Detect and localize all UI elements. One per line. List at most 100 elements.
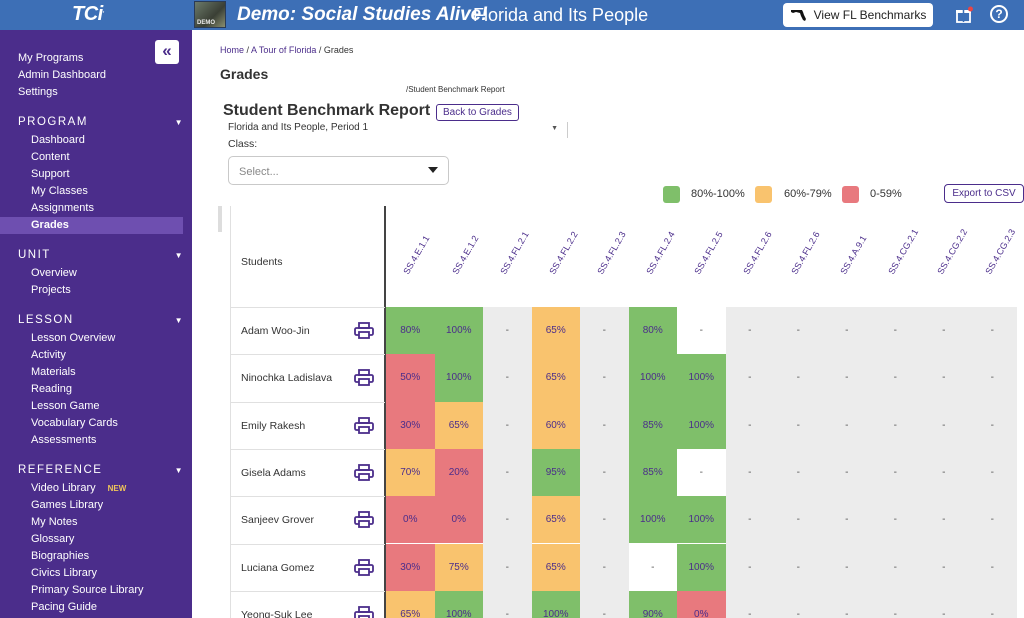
print-icon[interactable] <box>354 511 374 529</box>
student-name: Yeong-Suk Lee <box>241 608 313 618</box>
sidebar-item-materials[interactable]: Materials <box>31 366 76 378</box>
benchmark-column-header[interactable]: SS.4.FL.2.3 <box>595 229 628 276</box>
print-icon[interactable] <box>354 605 374 618</box>
section-unit-header[interactable]: UNIT ▼ <box>18 249 184 261</box>
collapse-sidebar-button[interactable]: « <box>155 40 179 64</box>
score-cell: - <box>580 401 629 449</box>
florida-map-icon <box>790 10 806 21</box>
settings-link[interactable]: Settings <box>18 86 58 98</box>
student-name: Emily Rakesh <box>241 419 306 432</box>
score-cell: - <box>725 448 774 497</box>
view-benchmarks-button[interactable]: View FL Benchmarks <box>783 3 933 27</box>
sidebar-item-lesson-game[interactable]: Lesson Game <box>31 400 100 412</box>
benchmark-column-header[interactable]: SS.4.E.1.1 <box>401 233 432 276</box>
score-cell: - <box>725 543 774 591</box>
student-name: Ninochka Ladislava <box>241 372 333 385</box>
sidebar-item-civics-library[interactable]: Civics Library <box>31 567 98 579</box>
print-icon[interactable] <box>354 463 374 481</box>
students-column-header: Students <box>241 256 283 268</box>
section-reference-header[interactable]: REFERENCE ▼ <box>18 464 184 476</box>
sidebar-item-my-notes[interactable]: My Notes <box>31 516 78 528</box>
sidebar-item-content[interactable]: Content <box>31 151 70 163</box>
export-csv-button[interactable]: Export to CSV <box>944 184 1024 203</box>
score-cell: 20% <box>434 448 483 497</box>
print-icon[interactable] <box>354 322 374 339</box>
score-cell: 100% <box>434 307 483 355</box>
score-cell: 50% <box>386 354 435 402</box>
gift-icon[interactable] <box>955 6 974 23</box>
section-program-header[interactable]: PROGRAM ▼ <box>18 116 184 128</box>
my-programs-link[interactable]: My Programs <box>18 52 84 64</box>
score-cell: 80% <box>628 307 677 355</box>
benchmark-column-header[interactable]: SS.4.A.9.1 <box>837 233 869 276</box>
benchmark-column-header[interactable]: SS.4.FL.2.2 <box>546 229 580 276</box>
sidebar-item-my-classes[interactable]: My Classes <box>31 185 88 197</box>
sidebar-item-projects[interactable]: Projects <box>31 284 71 296</box>
sidebar-item-pacing-guide[interactable]: Pacing Guide <box>31 601 98 613</box>
score-cell: 100% <box>434 354 483 402</box>
sidebar-item-grades[interactable]: Grades <box>0 217 183 234</box>
new-badge: NEW <box>107 484 127 493</box>
tci-logo[interactable]: TCi. <box>72 3 105 25</box>
sidebar-item-activity[interactable]: Activity <box>31 349 66 361</box>
back-to-grades-button[interactable]: Back to Grades <box>436 104 519 121</box>
benchmark-column-header[interactable]: SS.4.CG.2.3 <box>983 227 1018 276</box>
sidebar-item-assessments[interactable]: Assessments <box>31 434 97 446</box>
score-cell: - <box>483 307 532 355</box>
score-cell: 0% <box>677 590 726 618</box>
print-icon[interactable] <box>354 369 374 387</box>
benchmark-column-header[interactable]: SS.4.FL.2.4 <box>643 229 677 276</box>
sidebar-item-primary-source-library[interactable]: Primary Source Library <box>31 584 144 596</box>
sidebar-item-reading[interactable]: Reading <box>31 383 72 395</box>
view-benchmarks-label: View FL Benchmarks <box>813 8 927 22</box>
score-cell: 100% <box>677 496 726 544</box>
sidebar-item-lesson-overview[interactable]: Lesson Overview <box>31 332 116 344</box>
score-cell: - <box>580 354 629 402</box>
sidebar-item-overview[interactable]: Overview <box>31 267 77 279</box>
score-cell: - <box>919 354 968 402</box>
benchmark-column-header[interactable]: SS.4.FL.2.6 <box>789 229 822 276</box>
print-icon[interactable] <box>354 416 374 434</box>
sidebar-item-video-library[interactable]: Video Library NEW <box>31 482 127 494</box>
score-cell: - <box>580 448 629 497</box>
benchmark-column-header[interactable]: SS.4.CG.2.1 <box>886 227 921 276</box>
admin-dashboard-link[interactable]: Admin Dashboard <box>18 69 107 81</box>
class-select[interactable]: Select... <box>228 156 449 185</box>
score-cell: - <box>580 307 629 355</box>
sidebar-item-support[interactable]: Support <box>31 168 70 180</box>
score-cell: - <box>968 448 1017 497</box>
sidebar-item-vocabulary-cards[interactable]: Vocabulary Cards <box>31 417 118 429</box>
benchmark-column-header[interactable]: SS.4.FL.2.6 <box>740 229 774 276</box>
benchmark-column-header[interactable]: SS.4.FL.2.5 <box>692 229 725 276</box>
chevron-down-icon: ▼ <box>174 316 184 325</box>
benchmark-column-header[interactable]: SS.4.E.1.2 <box>449 233 481 276</box>
score-cell: - <box>774 448 823 497</box>
sidebar-item-assignments[interactable]: Assignments <box>31 202 94 214</box>
benchmark-column-header[interactable]: SS.4.FL.2.1 <box>498 229 531 276</box>
benchmark-column-header[interactable]: SS.4.CG.2.2 <box>934 227 969 276</box>
sidebar-item-glossary[interactable]: Glossary <box>31 533 75 545</box>
sidebar-item-games-library[interactable]: Games Library <box>31 499 104 511</box>
help-icon[interactable]: ? <box>990 5 1008 23</box>
student-name: Gisela Adams <box>241 466 306 479</box>
score-cell: - <box>968 354 1017 402</box>
period-select[interactable]: Florida and Its People, Period 1 ▼ <box>228 122 568 138</box>
sidebar-item-dashboard[interactable]: Dashboard <box>31 134 85 146</box>
score-cell: - <box>968 307 1017 355</box>
print-icon[interactable] <box>354 558 374 576</box>
score-cell: 90% <box>628 590 677 618</box>
breadcrumb-current: Grades <box>323 45 354 55</box>
score-cell: - <box>483 543 532 591</box>
score-cell: 85% <box>628 401 677 449</box>
score-cell: - <box>725 307 774 355</box>
score-cell: - <box>822 543 871 591</box>
row-divider <box>230 354 385 356</box>
breadcrumb-home-link[interactable]: Home <box>220 45 245 55</box>
score-cell: 100% <box>628 354 677 402</box>
score-cell: - <box>822 307 871 355</box>
score-cell: - <box>822 354 871 402</box>
section-lesson-header[interactable]: LESSON ▼ <box>18 314 184 326</box>
score-cell: - <box>483 401 532 449</box>
sidebar-item-biographies[interactable]: Biographies <box>31 550 90 562</box>
breadcrumb-tour-link[interactable]: A Tour of Florida <box>251 45 317 55</box>
